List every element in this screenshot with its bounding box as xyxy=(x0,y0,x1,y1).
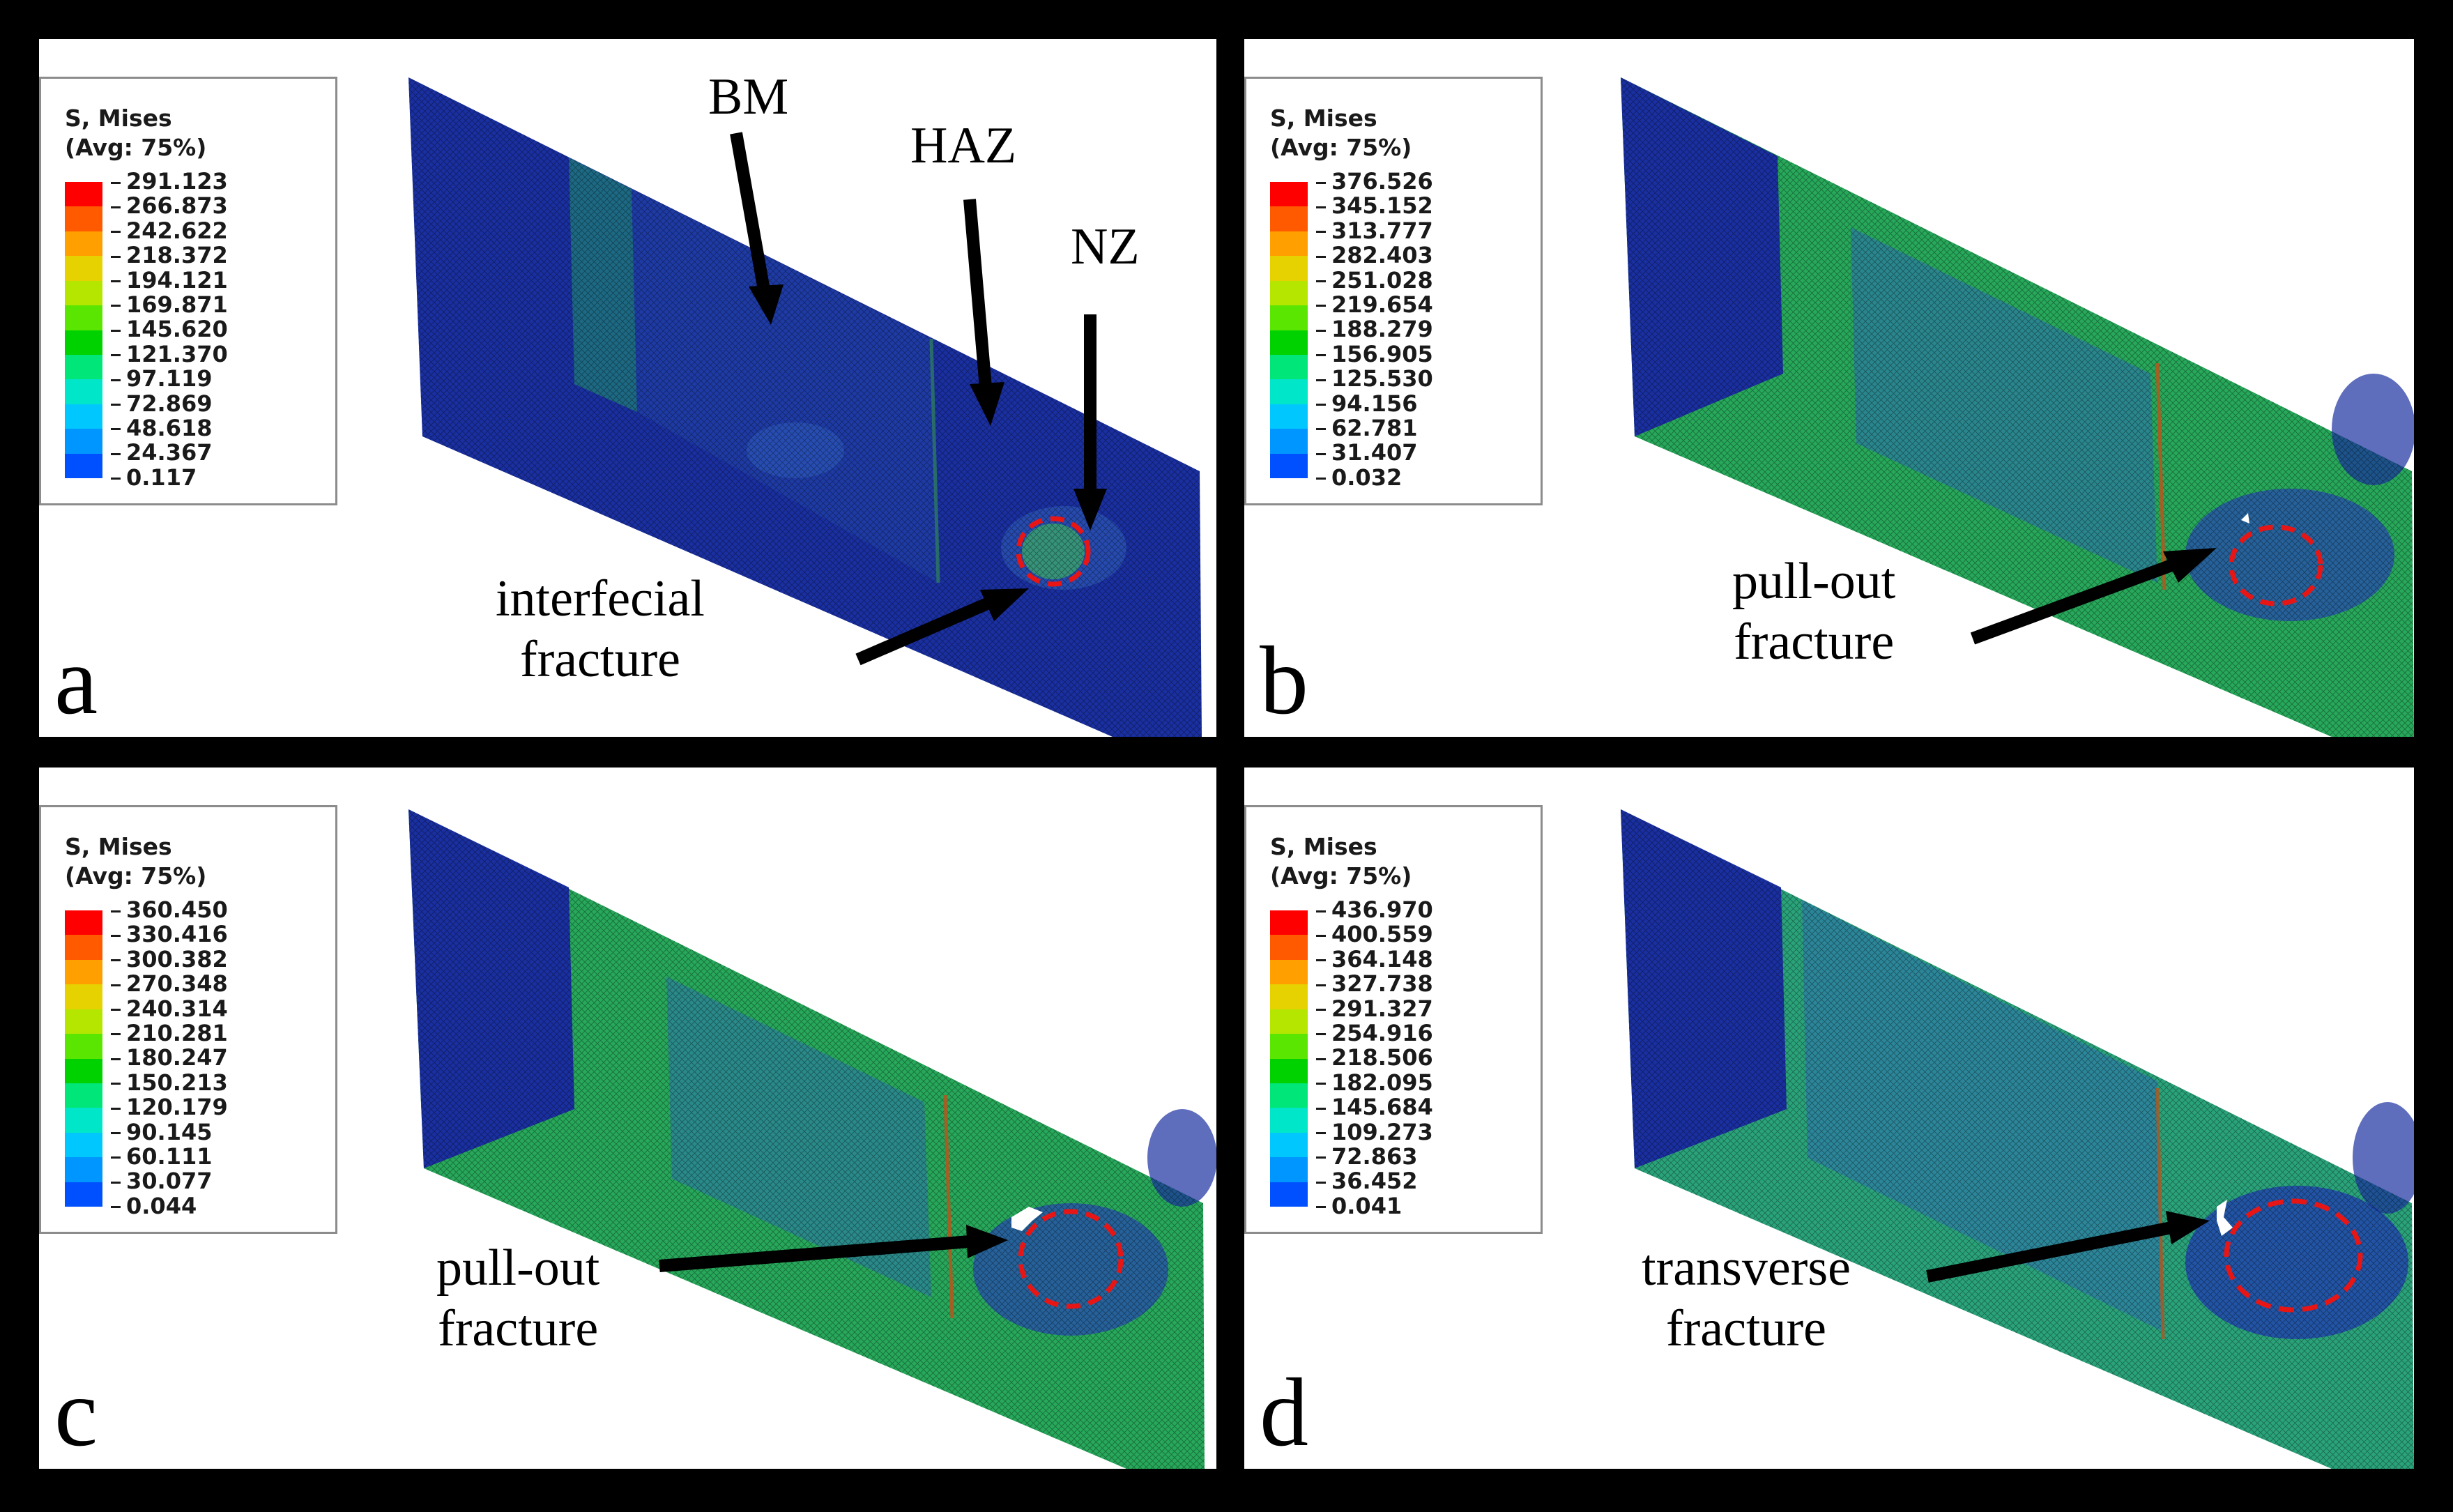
legend-values-c: 360.450 330.416 300.382 270.348 240.314 … xyxy=(111,897,228,1219)
legend-value: 120.179 xyxy=(111,1094,228,1120)
legend-title-c: S, Mises (Avg: 75%) xyxy=(65,833,207,889)
panel-letter-a: a xyxy=(54,627,98,735)
legend-value: 31.407 xyxy=(1316,440,1433,465)
legend-value: 218.506 xyxy=(1316,1045,1433,1070)
legend-value: 364.148 xyxy=(1316,947,1433,972)
label-fracture-d: transverse fracture xyxy=(1642,1239,1851,1358)
panel-b: S, Mises (Avg: 75%) 376.526 345.152 313.… xyxy=(1244,39,2414,737)
legend-value: 0.044 xyxy=(111,1193,228,1219)
legend-value: 251.028 xyxy=(1316,268,1433,293)
legend-value: 60.111 xyxy=(111,1144,228,1169)
legend-value: 345.152 xyxy=(1316,193,1433,218)
legend-title-b: S, Mises (Avg: 75%) xyxy=(1270,105,1412,161)
legend-value: 270.348 xyxy=(111,971,228,996)
legend-value: 218.372 xyxy=(111,243,228,268)
legend-value: 194.121 xyxy=(111,268,228,293)
label-bm: BM xyxy=(708,68,789,125)
legend-title-a: S, Mises (Avg: 75%) xyxy=(65,105,207,161)
legend-value: 62.781 xyxy=(1316,415,1433,441)
legend-value: 169.871 xyxy=(111,292,228,317)
fe-mesh-plate-b xyxy=(1621,77,2414,737)
legend-value: 72.869 xyxy=(111,391,228,416)
legend-value: 48.618 xyxy=(111,415,228,441)
legend-value: 300.382 xyxy=(111,947,228,972)
panel-d: S, Mises (Avg: 75%) 436.970 400.559 364.… xyxy=(1244,768,2414,1469)
legend-value: 291.327 xyxy=(1316,996,1433,1021)
legend-value: 182.095 xyxy=(1316,1070,1433,1095)
legend-colorbar-b xyxy=(1270,182,1308,479)
legend-title-d: S, Mises (Avg: 75%) xyxy=(1270,833,1412,889)
legend-value: 188.279 xyxy=(1316,316,1433,342)
legend-value: 0.041 xyxy=(1316,1193,1433,1219)
legend-values-a: 291.123 266.873 242.622 218.372 194.121 … xyxy=(111,169,228,490)
legend-value: 24.367 xyxy=(111,440,228,465)
panel-letter-d: d xyxy=(1260,1359,1308,1467)
stress-legend-c: S, Mises (Avg: 75%) 360.450 330.416 300.… xyxy=(39,805,337,1234)
legend-value: 145.684 xyxy=(1316,1094,1433,1120)
fe-mesh-plate-d xyxy=(1621,809,2414,1469)
legend-value: 266.873 xyxy=(111,193,228,218)
panel-letter-b: b xyxy=(1260,627,1308,735)
legend-value: 400.559 xyxy=(1316,922,1433,947)
legend-value: 150.213 xyxy=(111,1070,228,1095)
label-fracture-b: pull-out fracture xyxy=(1732,553,1896,671)
fe-mesh-plate-a xyxy=(408,77,1202,737)
label-fracture-a: interfecial fracture xyxy=(496,570,705,689)
legend-value: 254.916 xyxy=(1316,1021,1433,1046)
legend-value: 282.403 xyxy=(1316,243,1433,268)
legend-value: 0.117 xyxy=(111,465,228,490)
legend-value: 313.777 xyxy=(1316,218,1433,243)
legend-colorbar-c xyxy=(65,910,102,1207)
legend-value: 0.032 xyxy=(1316,465,1433,490)
legend-colorbar-a xyxy=(65,182,102,479)
stress-legend-d: S, Mises (Avg: 75%) 436.970 400.559 364.… xyxy=(1244,805,1543,1234)
legend-value: 376.526 xyxy=(1316,169,1433,194)
legend-value: 291.123 xyxy=(111,169,228,194)
legend-colorbar-d xyxy=(1270,910,1308,1207)
legend-value: 30.077 xyxy=(111,1168,228,1193)
legend-value: 360.450 xyxy=(111,897,228,922)
legend-value: 125.530 xyxy=(1316,366,1433,391)
legend-value: 242.622 xyxy=(111,218,228,243)
panel-a: S, Mises (Avg: 75%) 291.123 266.873 242.… xyxy=(39,39,1216,737)
legend-value: 330.416 xyxy=(111,922,228,947)
fe-mesh-plate-c xyxy=(408,809,1216,1469)
legend-value: 90.145 xyxy=(111,1120,228,1145)
legend-value: 94.156 xyxy=(1316,391,1433,416)
legend-value: 97.119 xyxy=(111,366,228,391)
legend-value: 436.970 xyxy=(1316,897,1433,922)
legend-value: 240.314 xyxy=(111,996,228,1021)
legend-value: 210.281 xyxy=(111,1021,228,1046)
stress-legend-a: S, Mises (Avg: 75%) 291.123 266.873 242.… xyxy=(39,77,337,505)
panel-letter-c: c xyxy=(54,1359,98,1467)
label-nz: NZ xyxy=(1071,218,1140,275)
legend-value: 36.452 xyxy=(1316,1168,1433,1193)
legend-value: 109.273 xyxy=(1316,1120,1433,1145)
legend-values-d: 436.970 400.559 364.148 327.738 291.327 … xyxy=(1316,897,1433,1219)
legend-value: 121.370 xyxy=(111,342,228,367)
panel-c: S, Mises (Avg: 75%) 360.450 330.416 300.… xyxy=(39,768,1216,1469)
legend-value: 145.620 xyxy=(111,316,228,342)
legend-values-b: 376.526 345.152 313.777 282.403 251.028 … xyxy=(1316,169,1433,490)
legend-value: 156.905 xyxy=(1316,342,1433,367)
legend-value: 180.247 xyxy=(111,1045,228,1070)
legend-value: 327.738 xyxy=(1316,971,1433,996)
label-haz: HAZ xyxy=(910,117,1017,174)
stress-legend-b: S, Mises (Avg: 75%) 376.526 345.152 313.… xyxy=(1244,77,1543,505)
label-fracture-c: pull-out fracture xyxy=(436,1239,600,1358)
legend-value: 219.654 xyxy=(1316,292,1433,317)
legend-value: 72.863 xyxy=(1316,1144,1433,1169)
